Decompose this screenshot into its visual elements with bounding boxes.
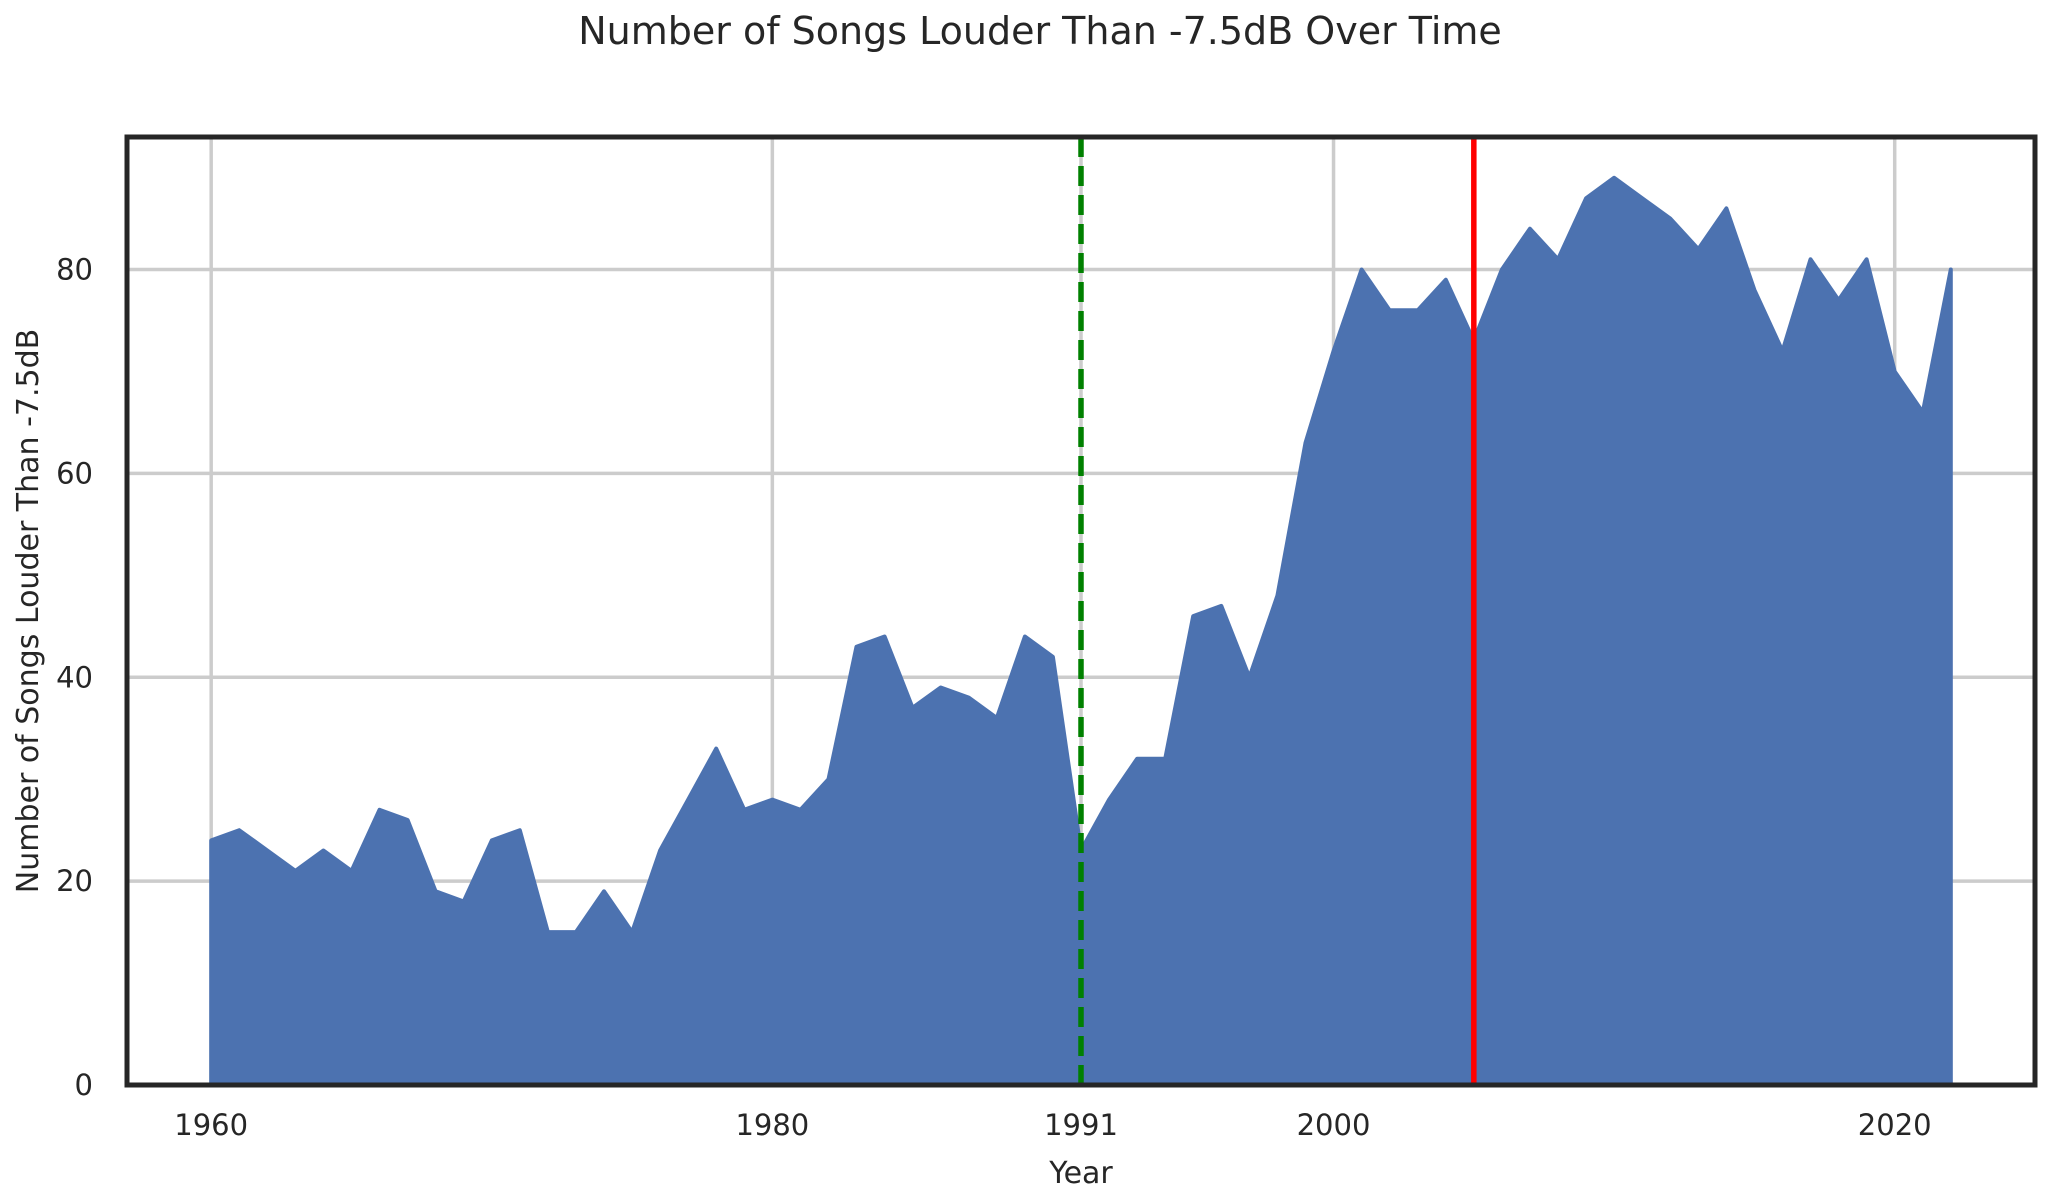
tick-labels: 1960 1980 1991 2000 2020 0 20 40 60 80 (56, 253, 1932, 1142)
y-axis-label: Number of Songs Louder Than -7.5dB (11, 329, 46, 893)
x-tick-label: 2020 (1858, 1108, 1932, 1142)
reference-lines (1078, 137, 1477, 1085)
y-tick-label: 20 (56, 864, 93, 898)
x-tick-label: 2000 (1297, 1108, 1371, 1142)
y-tick-label: 0 (75, 1068, 93, 1102)
y-tick-label: 60 (56, 456, 93, 490)
y-tick-label: 40 (56, 660, 93, 694)
y-tick-label: 80 (56, 253, 93, 287)
area-series (209, 175, 1953, 1087)
plot-frame (124, 134, 2038, 1088)
chart-title: Number of Songs Louder Than -7.5dB Over … (578, 9, 1502, 53)
x-axis-label: Year (1048, 1156, 1113, 1191)
x-tick-label: 1991 (1044, 1108, 1118, 1142)
x-tick-label: 1980 (735, 1108, 809, 1142)
x-tick-label: 1960 (174, 1108, 248, 1142)
